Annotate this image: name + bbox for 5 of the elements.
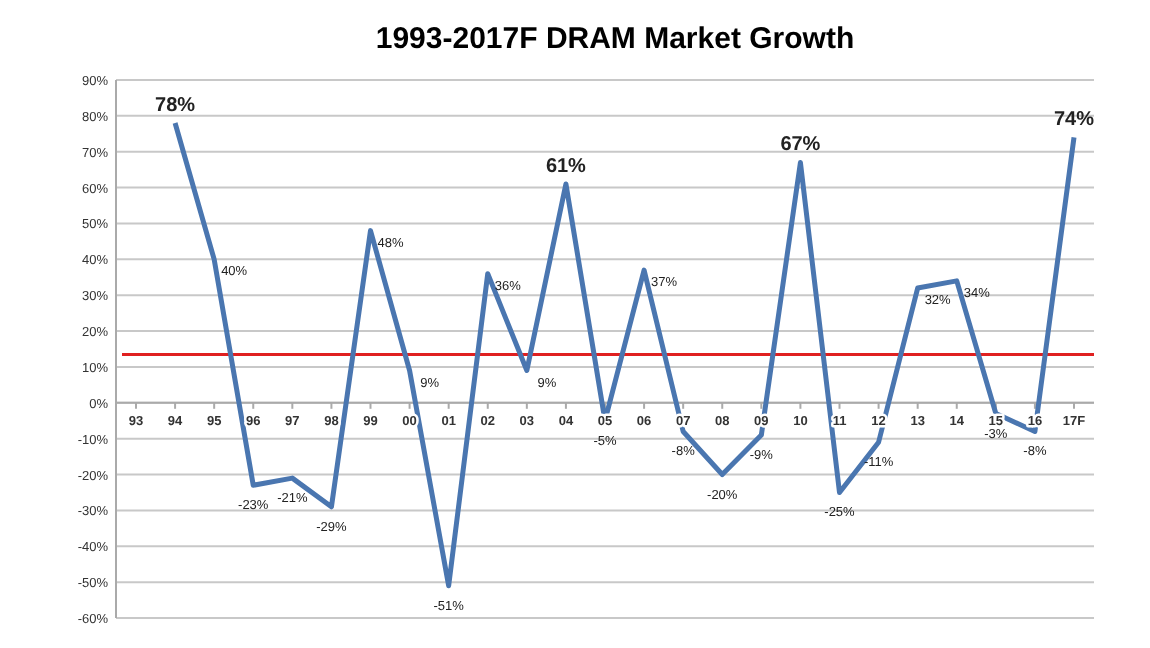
data-label: 61% (545, 156, 587, 179)
data-label: 78% (155, 95, 196, 118)
data-label: 74% (1053, 109, 1095, 132)
data-label: 67% (780, 134, 821, 157)
chart-title: 1993-2017F DRAM Market Growth (375, 22, 855, 56)
